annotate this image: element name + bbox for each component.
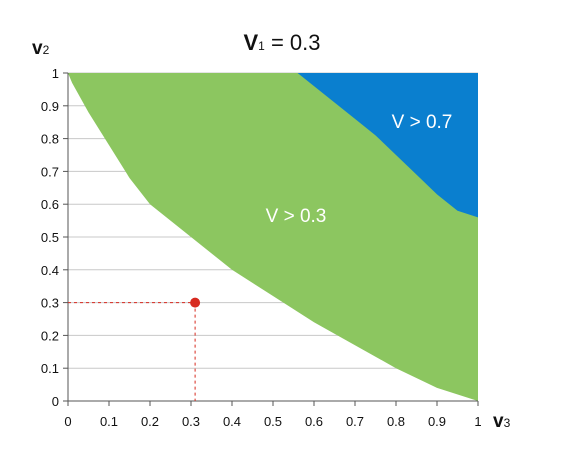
axes (63, 72, 479, 406)
x-axis-label-subscript: 3 (504, 416, 511, 430)
region-v-gt-0.7 (297, 73, 478, 218)
y-tick-label: 0.7 (41, 164, 59, 179)
x-tick-label: 1 (474, 414, 481, 429)
x-axis-label-var: v (493, 411, 504, 432)
x-tick-label: 0.7 (346, 414, 364, 429)
chart-title-subscript: 1 (258, 39, 265, 53)
y-axis-label: v2 (32, 38, 50, 59)
chart-title: V1 = 0.3 (243, 30, 320, 55)
x-tick-label: 0.2 (141, 414, 159, 429)
marker-point (190, 297, 201, 308)
x-tick-labels: 0 0.1 0.2 0.3 0.4 0.5 0.6 0.7 0.8 0.9 1 (64, 414, 481, 429)
regions (68, 73, 478, 401)
y-tick-label: 0.1 (41, 361, 59, 376)
chart-title-var: V (243, 30, 258, 55)
y-tick-label: 0.6 (41, 197, 59, 212)
y-tick-label: 0.4 (41, 263, 59, 278)
y-tick-labels: 0 0.1 0.2 0.3 0.4 0.5 0.6 0.7 0.8 0.9 1 (41, 66, 59, 409)
y-axis-label-var: v (32, 38, 43, 59)
y-axis-label-subscript: 2 (43, 43, 50, 57)
y-tick-label: 0.3 (41, 296, 59, 311)
marker-guides (68, 297, 201, 401)
y-tick-label: 0.2 (41, 328, 59, 343)
region-label-v-gt-0.3: V > 0.3 (266, 206, 327, 227)
region-labels: V > 0.3 V > 0.7 (266, 112, 453, 227)
x-tick-label: 0.8 (387, 414, 405, 429)
y-tick-label: 0.8 (41, 132, 59, 147)
x-tick-label: 0.4 (223, 414, 241, 429)
x-axis-label: v3 (493, 411, 511, 432)
chart-title-value: = 0.3 (265, 30, 321, 55)
x-tick-label: 0.9 (428, 414, 446, 429)
x-tick-label: 0 (64, 414, 71, 429)
region-v-gt-0.3 (68, 73, 478, 401)
y-tick-label: 0 (52, 394, 59, 409)
y-tick-label: 0.9 (41, 99, 59, 114)
x-tick-label: 0.6 (305, 414, 323, 429)
x-tick-label: 0.1 (100, 414, 118, 429)
y-tick-label: 0.5 (41, 230, 59, 245)
x-tick-label: 0.3 (182, 414, 200, 429)
y-tick-label: 1 (52, 66, 59, 81)
x-tick-label: 0.5 (264, 414, 282, 429)
region-label-v-gt-0.7: V > 0.7 (392, 112, 453, 133)
